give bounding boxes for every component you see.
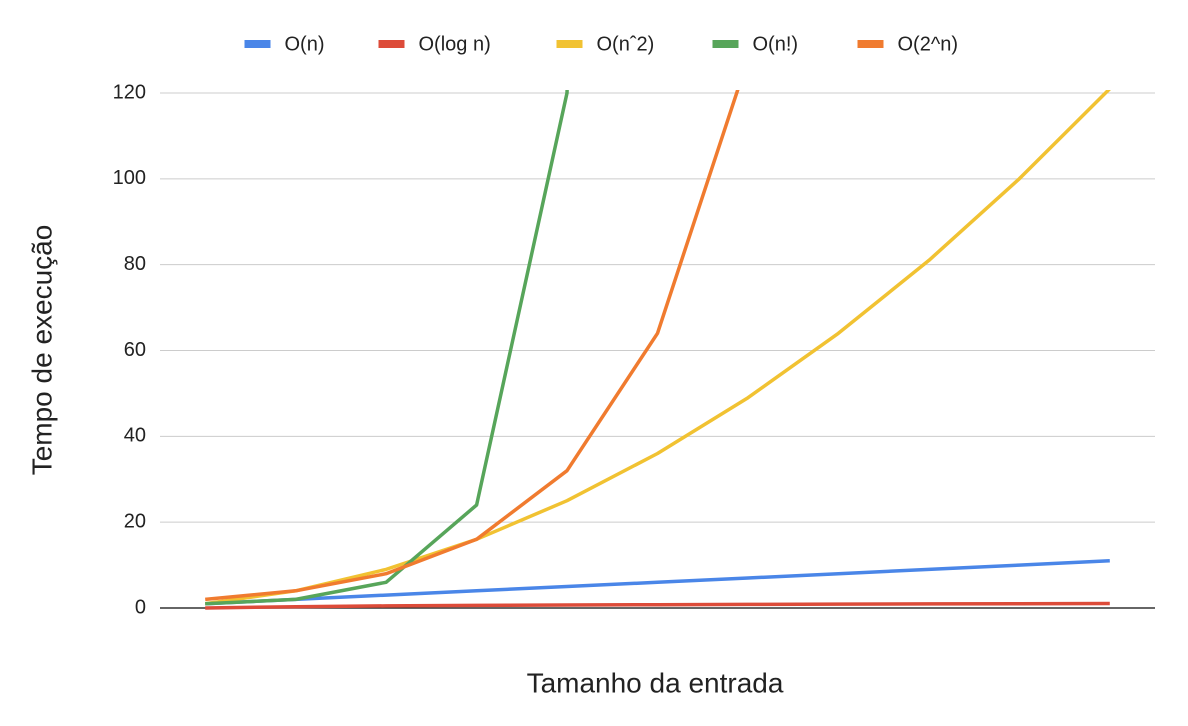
legend-label: O(2^n) [898,33,959,55]
x-axis-title: Tamanho da entrada [527,667,784,698]
legend-swatch [712,40,739,48]
y-axis-title: Tempo de execução [26,225,57,476]
legend-swatch [244,40,271,48]
line-series [205,601,1110,610]
line-series [204,90,1111,606]
legend-label: O(log n) [419,33,491,55]
line-series [205,559,1110,606]
y-tick-label: 80 [124,253,146,275]
line-series [205,0,1110,624]
legend-label: O(n!) [753,33,799,55]
legend-swatch [857,40,884,48]
y-tick-label: 0 [135,596,146,618]
legend-swatch [378,40,405,48]
legend-label: O(nˆ2) [597,33,655,55]
y-tick-label: 100 [113,167,146,189]
y-tick-label: 40 [124,425,146,447]
legend-label: O(n) [285,33,325,55]
legend-swatch [556,40,583,48]
y-tick-label: 20 [124,510,146,532]
y-tick-label: 120 [113,81,146,103]
y-tick-label: 60 [124,339,146,361]
line-series [205,90,740,602]
